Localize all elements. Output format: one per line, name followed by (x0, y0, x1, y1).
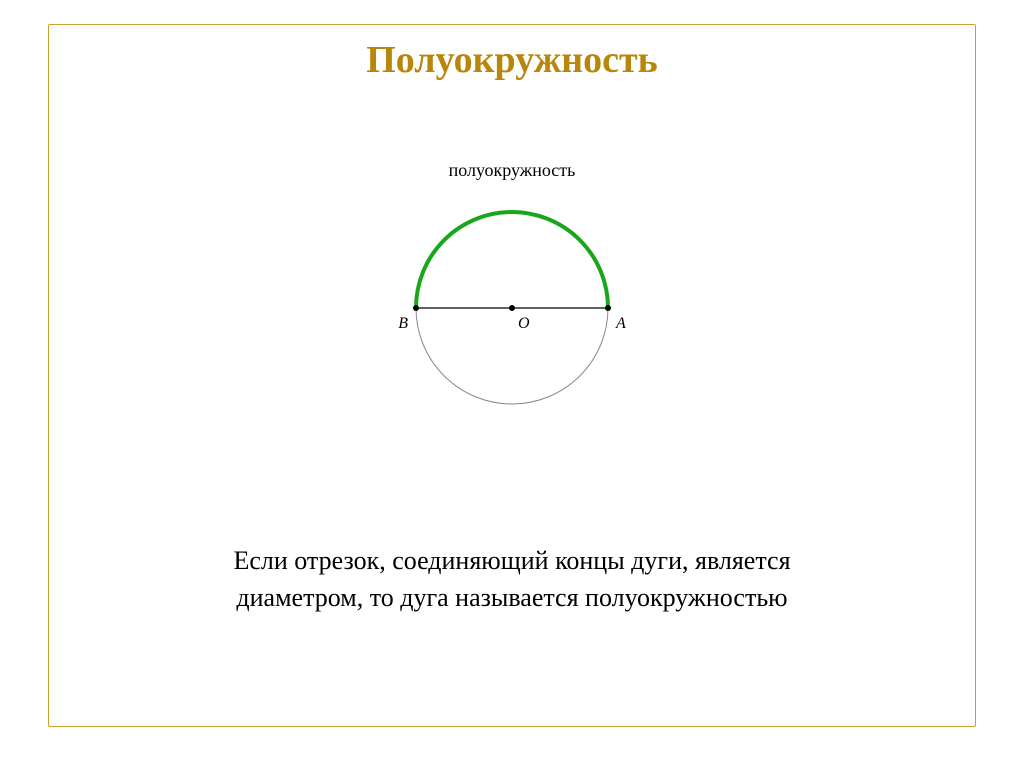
label-b: B (398, 315, 408, 332)
label-o: O (518, 315, 530, 332)
lower-arc (416, 308, 608, 404)
upper-arc (416, 212, 608, 308)
point-b (413, 305, 419, 311)
body-line-1: Если отрезок, соединяющий концы дуги, яв… (233, 546, 790, 575)
semicircle-svg: B O A (372, 183, 652, 413)
body-text: Если отрезок, соединяющий концы дуги, яв… (70, 542, 954, 617)
label-a: A (615, 315, 626, 332)
point-a (605, 305, 611, 311)
diagram: полуокружность B O A (0, 160, 1024, 413)
point-o (509, 305, 515, 311)
body-line-2: диаметром, то дуга называется полуокружн… (236, 583, 787, 612)
page-title: Полуокружность (0, 38, 1024, 82)
slide: Полуокружность полуокружность B O A Если… (0, 0, 1024, 767)
diagram-caption: полуокружность (449, 160, 576, 181)
